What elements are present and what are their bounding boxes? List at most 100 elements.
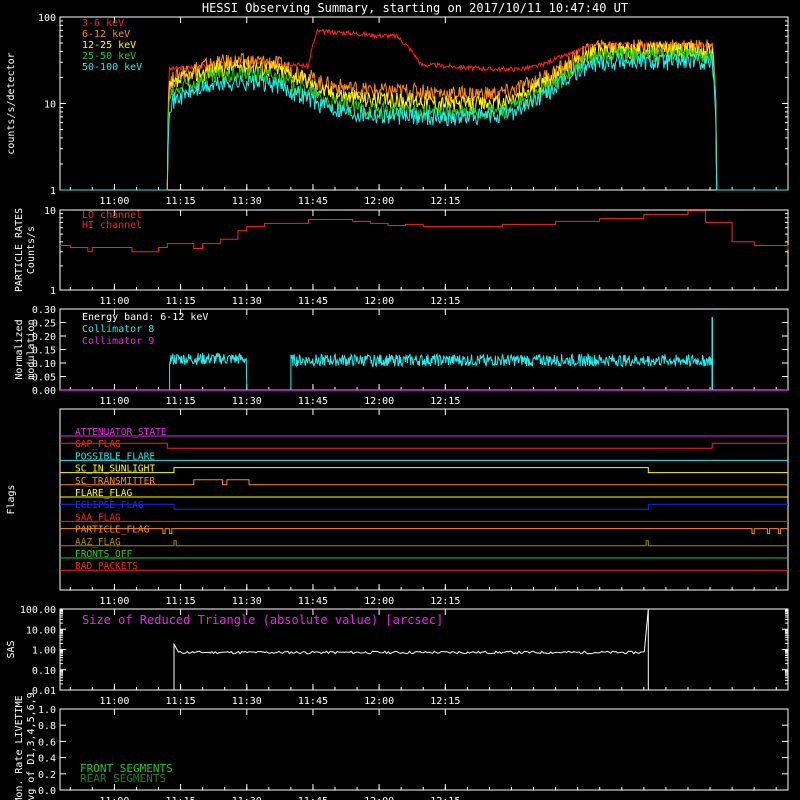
y-tick-label: 0.00	[32, 386, 56, 397]
flag-label: FRONTS_OFF	[75, 549, 132, 560]
legend-entry: REAR SEGMENTS	[80, 772, 166, 785]
x-tick-label: 11:45	[298, 696, 328, 707]
flag-line-1	[60, 442, 788, 449]
x-tick-label: 11:45	[298, 796, 328, 800]
flag-label: SC_IN_SUNLIGHT	[75, 464, 155, 475]
flag-label: SC_TRANSMITTER	[75, 476, 155, 487]
x-tick-label: 11:00	[99, 596, 129, 607]
y-tick-label: 0.05	[32, 373, 56, 384]
flag-label: PARTICLE_FLAG	[75, 525, 150, 536]
y-tick-label: 0.2	[38, 770, 56, 781]
flag-line-8	[60, 528, 788, 535]
legend-entry: 3-6 keV	[82, 18, 124, 29]
x-tick-label: 12:15	[430, 796, 460, 800]
y-tick-label: 1	[50, 286, 56, 297]
x-tick-label: 11:00	[99, 296, 129, 307]
flag-label: ECLIPSE_FLAG	[75, 500, 144, 511]
panel-sas: 11:00 11:15 11:30 11:45 12:00 12:15 0.01 0.10 1.…	[6, 605, 789, 707]
y-axis-label-2: Counts/s	[26, 226, 37, 274]
x-tick-label: 11:15	[166, 796, 196, 800]
y-tick-label: 0.20	[32, 332, 56, 343]
x-tick-label: 11:45	[298, 296, 328, 307]
x-tick-label: 11:30	[232, 596, 262, 607]
x-tick-label: 12:00	[364, 196, 394, 207]
y-tick-label: 0.0	[38, 786, 56, 797]
y-tick-label: 0.15	[32, 346, 56, 357]
y-axis-label: Normalized	[14, 319, 25, 379]
plot-frame	[59, 708, 789, 791]
x-tick-label: 11:45	[298, 396, 328, 407]
x-tick-label: 12:15	[430, 596, 460, 607]
plot-frame	[59, 408, 789, 591]
x-tick-label: 12:00	[364, 596, 394, 607]
flag-label: GAP_FLAG	[75, 439, 121, 450]
flag-label: POSSIBLE_FLARE	[75, 451, 155, 462]
y-tick-label: 100	[38, 13, 56, 24]
panel-particle: 11:00 11:15 11:30 11:45 12:00 12:15 1 10 PARTICL…	[14, 206, 789, 307]
y-axis-label: SAS	[6, 640, 17, 658]
figure-title: HESSI Observing Summary, starting on 201…	[202, 1, 628, 15]
x-tick-label: 12:15	[430, 196, 460, 207]
x-tick-label: 11:45	[298, 596, 328, 607]
x-tick-label: 11:30	[232, 796, 262, 800]
series-line-4	[60, 52, 788, 191]
y-axis-label-2: avg of D1,3,4,5,6,9	[26, 692, 37, 800]
y-tick-label: 0.8	[38, 721, 56, 732]
x-tick-label: 12:00	[364, 796, 394, 800]
plot-frame	[59, 209, 789, 291]
x-tick-label: 12:15	[430, 296, 460, 307]
x-tick-label: 11:30	[232, 196, 262, 207]
y-axis-label-2: modulation	[26, 319, 37, 379]
legend-entry: LO channel	[82, 210, 142, 221]
y-tick-label: 1.00	[32, 646, 56, 657]
y-tick-label: 1.0	[38, 705, 56, 716]
y-axis-label: Flags	[6, 484, 17, 514]
y-tick-label: 0.10	[32, 359, 56, 370]
x-tick-label: 11:30	[232, 696, 262, 707]
legend-entry: FRONT SEGMENTS	[80, 762, 173, 775]
y-axis-label: Mon. Rate LIVETIME	[14, 695, 25, 800]
flag-label: SAA_FLAG	[75, 512, 121, 523]
legend-entry: Collimator 8	[82, 324, 154, 335]
x-tick-label: 12:00	[364, 396, 394, 407]
x-tick-label: 11:30	[232, 296, 262, 307]
legend-entry: 12-25 keV	[82, 40, 136, 51]
x-tick-label: 11:15	[166, 596, 196, 607]
y-tick-label: 1	[50, 186, 56, 197]
legend-entry: HI channel	[82, 220, 142, 231]
legend-entry: Collimator 9	[82, 336, 154, 347]
y-tick-label: 100.00	[20, 605, 56, 616]
panel-rates: 11:00 11:15 11:30 11:45 12:00 12:15 1 10 100 coun…	[6, 13, 789, 207]
x-tick-label: 11:00	[99, 196, 129, 207]
series-line-hi-channel	[60, 210, 789, 253]
legend-entry: 50-100 keV	[82, 62, 142, 73]
legend-header: Energy band: 6-12 keV	[82, 312, 208, 323]
x-tick-label: 11:15	[166, 696, 196, 707]
series-line-collimator-8-seg1	[290, 352, 713, 391]
flag-line-4	[60, 479, 788, 486]
y-tick-label: 0.01	[32, 686, 56, 697]
x-tick-label: 11:45	[298, 196, 328, 207]
x-tick-label: 11:00	[99, 396, 129, 407]
x-tick-label: 12:00	[364, 696, 394, 707]
sas-annotation: Size of Reduced Triangle (absolute value…	[82, 613, 443, 627]
flag-label: BAD_PACKETS	[75, 561, 138, 572]
x-tick-label: 12:15	[430, 696, 460, 707]
legend-entry: 6-12 keV	[82, 29, 130, 40]
sas-series-line	[173, 608, 649, 690]
x-tick-label: 11:15	[166, 196, 196, 207]
y-tick-label: 0.25	[32, 319, 56, 330]
x-tick-label: 11:15	[166, 396, 196, 407]
panel-modulation: 11:00 11:15 11:30 11:45 12:00 12:15 0.00 0.05 0.…	[14, 305, 789, 407]
panel-livetime: 11:00 11:15 11:30 11:45 12:00 12:15 0.0 0.2 0.4 0…	[14, 692, 789, 800]
x-tick-label: 11:00	[99, 696, 129, 707]
flag-line-9	[60, 540, 788, 547]
panel-flags: 11:00 11:15 11:30 11:45 12:00 12:15 Flags ATTEN…	[6, 408, 789, 607]
flag-label: FLARE_FLAG	[75, 488, 132, 499]
x-tick-label: 12:15	[430, 396, 460, 407]
series-line-collimator-8-seg0	[169, 352, 248, 391]
x-tick-label: 12:00	[364, 296, 394, 307]
y-tick-label: 10	[44, 206, 56, 217]
